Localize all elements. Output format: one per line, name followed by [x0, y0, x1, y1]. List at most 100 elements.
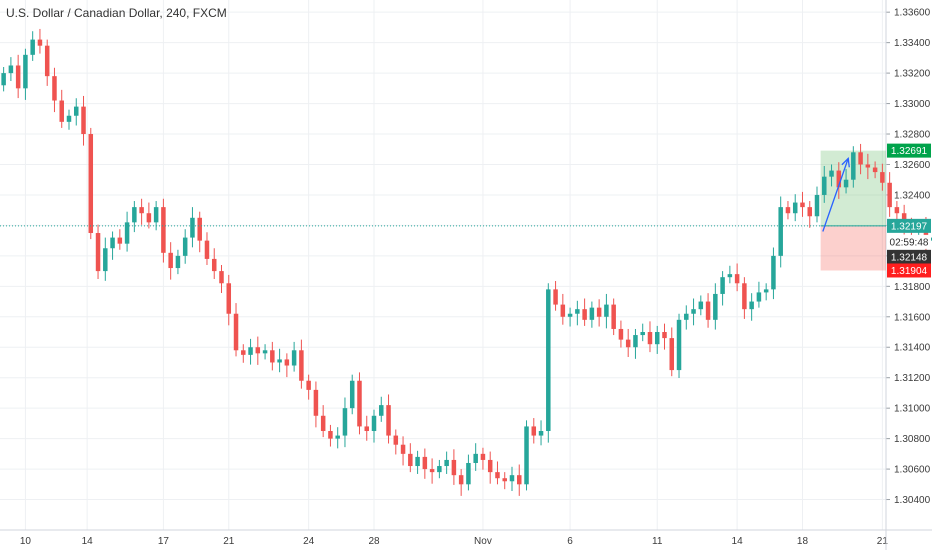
candle [335, 435, 340, 439]
candle [517, 475, 522, 485]
candle [684, 313, 689, 320]
candle [110, 237, 115, 249]
last-price-badge-label: 1.32148 [891, 252, 928, 263]
x-tick-label: 6 [567, 536, 573, 547]
candle [8, 65, 14, 74]
candle [713, 293, 718, 320]
candle [669, 338, 675, 371]
candle [429, 469, 435, 473]
candle [371, 415, 377, 432]
candle [807, 207, 812, 217]
candle [88, 134, 94, 234]
candle [553, 289, 558, 305]
candle [596, 307, 602, 317]
candle [37, 39, 43, 46]
candle [197, 217, 202, 241]
candle [611, 304, 616, 329]
candle [146, 213, 152, 223]
y-tick-label: 1.30600 [894, 465, 931, 476]
candle [74, 106, 79, 116]
candle [502, 478, 507, 482]
candle [509, 475, 515, 482]
candle [124, 222, 130, 244]
candle [691, 309, 696, 314]
candle [734, 274, 740, 284]
x-tick-label: 14 [732, 536, 744, 547]
candle [23, 54, 28, 89]
candle [81, 106, 86, 135]
candle [313, 389, 319, 416]
candle [662, 332, 667, 339]
candle [582, 309, 587, 320]
candle [52, 76, 57, 101]
candle [422, 456, 428, 470]
candle [408, 453, 413, 467]
candle [524, 426, 529, 485]
candle [625, 339, 631, 348]
candle [437, 466, 442, 473]
candle [771, 255, 776, 290]
candle [851, 152, 856, 180]
target-price-badge [887, 143, 931, 158]
y-tick-label: 1.31400 [894, 343, 931, 354]
chart-title: U.S. Dollar / Canadian Dollar, 240, FXCM [6, 6, 227, 20]
candle [865, 164, 871, 168]
candle [349, 380, 355, 409]
candle [241, 350, 246, 355]
candle [923, 225, 929, 241]
candle [756, 292, 762, 302]
target-price-badge-label: 1.32691 [891, 146, 928, 157]
candle [444, 459, 449, 467]
candle [66, 115, 72, 122]
candle [95, 233, 101, 272]
candle [814, 194, 820, 217]
candle [255, 347, 261, 354]
candle [538, 431, 544, 436]
y-tick-label: 1.32800 [894, 130, 931, 141]
candle [117, 237, 123, 244]
candle [168, 252, 173, 269]
candle [211, 258, 217, 272]
candle [894, 207, 900, 214]
candle [364, 426, 369, 432]
y-tick-label: 1.32600 [894, 160, 931, 171]
candle [44, 45, 50, 77]
candle [103, 248, 108, 272]
candle [858, 152, 863, 165]
projection-arrow-head [841, 156, 850, 168]
candle [742, 283, 747, 310]
candle [567, 313, 573, 317]
candle [705, 301, 711, 320]
y-tick-label: 1.33400 [894, 38, 931, 49]
candle [822, 176, 827, 195]
candle [270, 350, 275, 363]
x-tick-label: 24 [303, 536, 315, 547]
y-tick-label: 1.32400 [894, 190, 931, 201]
candle [175, 255, 181, 269]
candle [342, 408, 348, 436]
candle [843, 179, 849, 188]
y-tick-label: 1.33000 [894, 99, 931, 110]
candle [720, 277, 725, 294]
x-tick-label: 21 [223, 536, 235, 547]
candle [219, 271, 224, 284]
candle [872, 167, 878, 173]
stop-price-badge [887, 263, 931, 278]
candle [698, 301, 704, 310]
y-tick-label: 1.31000 [894, 404, 931, 415]
candle [30, 39, 35, 55]
y-tick-label: 1.30400 [894, 495, 931, 506]
candle [59, 100, 64, 122]
candle [451, 459, 457, 476]
countdown-badge-label: 02:59:48 [890, 237, 929, 248]
candle [589, 307, 595, 320]
candle [277, 359, 282, 363]
x-tick-label: 11 [652, 536, 663, 547]
countdown-badge [887, 234, 931, 249]
candle [633, 335, 638, 348]
candle [640, 332, 645, 336]
candle [654, 332, 660, 345]
candle [887, 182, 892, 208]
current-price-badge [887, 218, 931, 233]
